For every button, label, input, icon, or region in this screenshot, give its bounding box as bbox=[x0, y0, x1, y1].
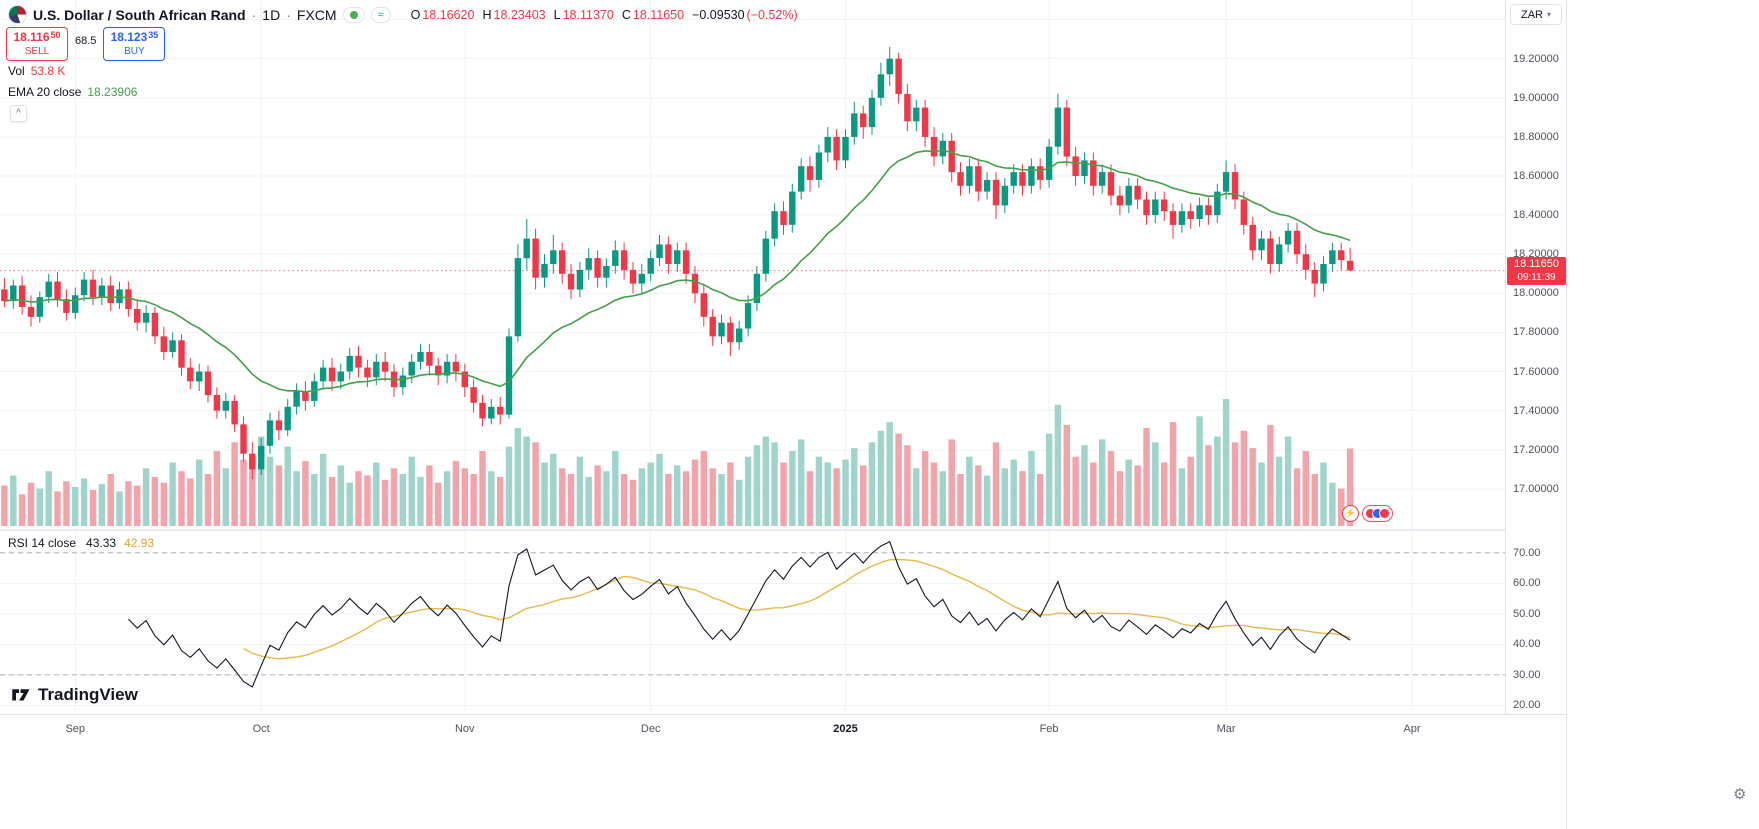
interval-label[interactable]: 1D bbox=[262, 6, 281, 23]
close-value: 18.11650 bbox=[632, 7, 685, 22]
volume-value: 53.8 K bbox=[30, 64, 66, 78]
tradingview-logo[interactable]: TradingView bbox=[10, 684, 138, 705]
rsi-tick-label: 40.00 bbox=[1513, 638, 1541, 651]
price-tick-label: 17.00000 bbox=[1513, 482, 1559, 495]
badge-countdown: 09:11:39 bbox=[1517, 271, 1556, 283]
rsi-tick-label: 50.00 bbox=[1513, 607, 1541, 620]
sell-label: SELL bbox=[24, 46, 50, 57]
rsi-ma-value: 42.93 bbox=[124, 536, 155, 550]
sell-button[interactable]: 18.11650 SELL bbox=[6, 27, 68, 61]
tradingview-logo-text: TradingView bbox=[38, 684, 138, 704]
change-percent-value: (−0.52%) bbox=[746, 7, 798, 22]
close-label: C bbox=[621, 7, 631, 22]
reaction-bubbles[interactable]: ⚡ bbox=[1342, 505, 1393, 522]
price-tick-label: 19.20000 bbox=[1513, 52, 1559, 65]
low-label: L bbox=[553, 7, 561, 22]
time-tick-label: 2025 bbox=[833, 723, 858, 735]
price-tick-label: 19.00000 bbox=[1513, 91, 1559, 104]
low-value: 18.11370 bbox=[562, 7, 614, 22]
market-status-icon[interactable] bbox=[342, 6, 365, 23]
price-tick-label: 18.80000 bbox=[1513, 130, 1559, 143]
price-tick-label: 18.00000 bbox=[1513, 287, 1559, 300]
collapse-legend-button[interactable]: ^ bbox=[10, 105, 27, 122]
currency-label: ZAR bbox=[1520, 8, 1543, 21]
ema-label: EMA 20 close bbox=[8, 85, 82, 99]
chart-canvas[interactable] bbox=[0, 0, 1505, 714]
sell-price: 18.116 bbox=[13, 30, 50, 44]
title-separator: · bbox=[286, 6, 291, 23]
time-axis[interactable]: Sep Oct Nov Dec 2025 Feb Mar Apr bbox=[0, 714, 1566, 745]
title-separator: · bbox=[251, 6, 257, 23]
time-tick-label: Dec bbox=[640, 723, 661, 735]
price-tick-label: 18.60000 bbox=[1513, 170, 1559, 182]
exchange-label[interactable]: FXCM bbox=[296, 6, 337, 23]
symbol-title[interactable]: U.S. Dollar / South African Rand bbox=[33, 6, 246, 23]
rsi-tick-label: 30.00 bbox=[1513, 668, 1541, 681]
settings-gear-icon[interactable]: ⚙ bbox=[1733, 786, 1747, 803]
rsi-label: RSI 14 close bbox=[8, 536, 77, 550]
change-value: −0.09530 bbox=[692, 7, 745, 22]
currency-toggle-button[interactable]: ZAR ▾ bbox=[1510, 4, 1562, 25]
high-label: H bbox=[482, 7, 492, 22]
rsi-legend[interactable]: RSI 14 close 43.33 42.93 bbox=[8, 536, 154, 550]
last-price-badge: 18.11650 09:11:39 bbox=[1507, 256, 1566, 285]
pane-separator[interactable] bbox=[0, 529, 1566, 531]
tradingview-mark-icon bbox=[12, 689, 30, 701]
chevron-down-icon: ▾ bbox=[1546, 10, 1551, 19]
price-tick-label: 17.20000 bbox=[1513, 443, 1559, 456]
time-tick-label: Nov bbox=[454, 723, 475, 735]
time-tick-label: Apr bbox=[1403, 723, 1421, 735]
buy-price: 18.123 bbox=[110, 30, 148, 44]
chevron-up-icon: ^ bbox=[16, 108, 21, 119]
rsi-tick-label: 60.00 bbox=[1513, 577, 1541, 590]
ema-legend[interactable]: EMA 20 close 18.23906 bbox=[8, 85, 137, 99]
price-tick-label: 17.40000 bbox=[1513, 404, 1559, 417]
high-value: 18.23403 bbox=[493, 7, 546, 22]
price-tick-label: 18.40000 bbox=[1513, 209, 1559, 222]
price-tick-label: 17.80000 bbox=[1513, 326, 1559, 339]
volume-label: Vol bbox=[8, 64, 25, 78]
volume-legend[interactable]: Vol 53.8 K bbox=[8, 64, 65, 78]
data-mode-icon[interactable]: ≈ bbox=[370, 6, 391, 23]
spread-value: 68.5 bbox=[75, 35, 97, 47]
lightning-icon[interactable]: ⚡ bbox=[1342, 505, 1359, 522]
buy-sell-widget: 18.11650 SELL 68.5 18.12335 BUY bbox=[6, 27, 166, 61]
chart-plot-area[interactable] bbox=[0, 0, 1505, 714]
buy-label: BUY bbox=[124, 46, 145, 57]
ohlc-readout: O 18.16620 H 18.23403 L 18.11370 C 18.11650 … bbox=[403, 8, 798, 22]
market-open-dot-icon bbox=[349, 10, 358, 19]
time-tick-label: Oct bbox=[252, 723, 270, 735]
symbol-legend: U.S. Dollar / South African Rand · 1D · … bbox=[8, 5, 798, 24]
ema-value: 18.23906 bbox=[87, 85, 138, 99]
buy-price-pips: 35 bbox=[148, 30, 159, 40]
price-tick-label: 17.60000 bbox=[1513, 365, 1559, 378]
right-side-panel bbox=[1566, 0, 1759, 829]
rsi-value: 43.33 bbox=[86, 536, 117, 550]
instrument-flag-icon bbox=[8, 5, 27, 24]
badge-price: 18.11650 bbox=[1513, 257, 1560, 270]
time-tick-label: Mar bbox=[1216, 723, 1236, 735]
avatar-red-icon bbox=[1379, 508, 1390, 519]
open-value: 18.16620 bbox=[422, 7, 475, 22]
time-tick-label: Sep bbox=[65, 723, 86, 735]
avatar-stack[interactable] bbox=[1362, 505, 1393, 522]
rsi-tick-label: 20.00 bbox=[1513, 699, 1541, 712]
open-label: O bbox=[410, 7, 421, 22]
rsi-tick-label: 70.00 bbox=[1513, 546, 1541, 559]
time-tick-label: Feb bbox=[1039, 723, 1059, 735]
price-axis[interactable]: ZAR ▾ 19.20000 19.00000 18.80000 18.60000 18… bbox=[1505, 0, 1566, 714]
buy-button[interactable]: 18.12335 BUY bbox=[103, 27, 166, 61]
sell-price-pips: 50 bbox=[50, 30, 61, 40]
